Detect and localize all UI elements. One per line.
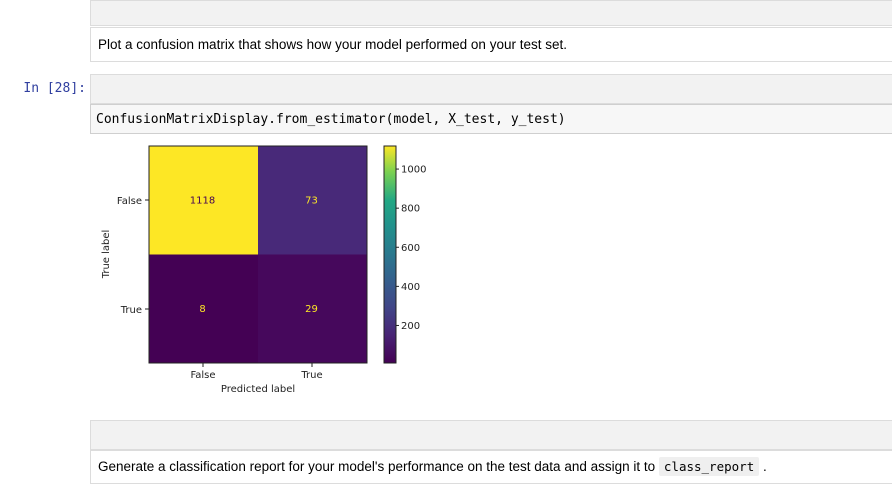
report-text-after: .	[762, 459, 767, 474]
x-tick-false: False	[190, 363, 216, 381]
markdown-cell-confusion-instructions[interactable]: Plot a confusion matrix that shows how y…	[90, 27, 892, 62]
svg-text:True: True	[300, 370, 322, 381]
cm-value-fn: 8	[199, 304, 205, 315]
code-text: ConfusionMatrixDisplay.from_estimator(mo…	[96, 112, 566, 127]
y-axis-label: True label	[101, 230, 112, 280]
markdown-text: Plot a confusion matrix that shows how y…	[98, 37, 567, 52]
empty-cell-bottom[interactable]	[90, 420, 892, 450]
y-tick-false: False	[117, 196, 149, 207]
cm-cell-fn	[149, 254, 258, 363]
cm-cell-tn	[149, 146, 258, 255]
x-tick-true: True	[300, 363, 323, 381]
svg-text:True: True	[120, 305, 142, 316]
cm-value-fp: 73	[305, 195, 318, 206]
colorbar-label-400: 400	[401, 282, 420, 293]
report-text-before: Generate a classification report for you…	[98, 459, 656, 474]
cm-cell-fp	[258, 146, 367, 255]
x-axis-label: Predicted label	[221, 384, 295, 395]
colorbar-label-1000: 1000	[401, 165, 426, 176]
svg-text:False: False	[190, 370, 215, 381]
colorbar-label-600: 600	[401, 243, 420, 254]
markdown-cell-report-instructions[interactable]: Generate a classification report for you…	[90, 450, 892, 484]
cm-value-tn: 1118	[190, 195, 215, 206]
colorbar-label-200: 200	[401, 321, 420, 332]
colorbar	[383, 145, 397, 364]
colorbar-label-800: 800	[401, 204, 420, 215]
cm-value-tp: 29	[305, 304, 318, 315]
markdown-text-2: Generate a classification report for you…	[98, 457, 767, 476]
cell-input-bar[interactable]	[90, 74, 892, 104]
empty-cell-top[interactable]	[90, 0, 892, 26]
cm-cell-tp	[258, 254, 367, 363]
svg-text:False: False	[117, 196, 142, 207]
inline-code-class-report: class_report	[658, 457, 760, 476]
cell-prompt: In [28]:	[23, 81, 86, 96]
y-tick-true: True	[120, 305, 149, 316]
code-cell[interactable]: ConfusionMatrixDisplay.from_estimator(mo…	[90, 104, 892, 134]
